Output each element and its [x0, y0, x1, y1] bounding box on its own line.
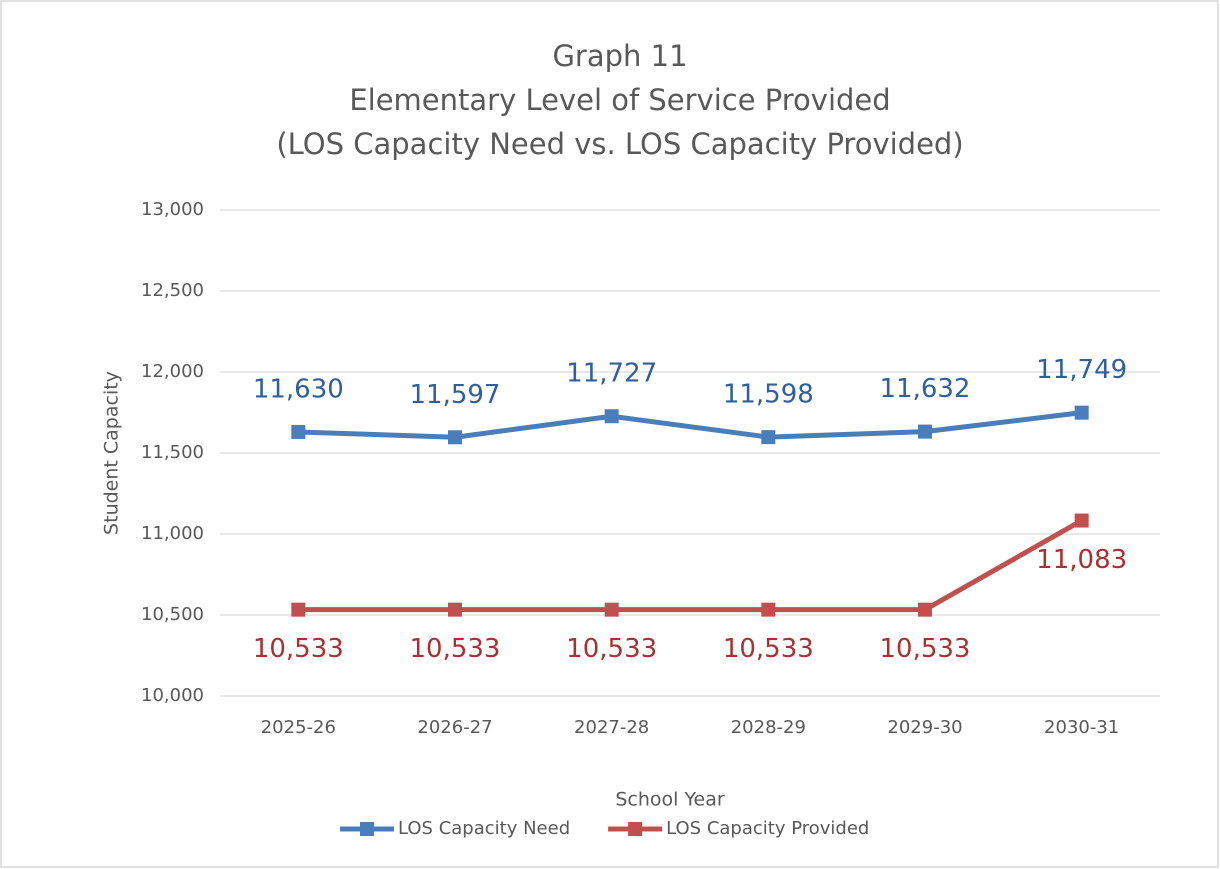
data-label: 11,597	[410, 380, 501, 410]
legend-label: LOS Capacity Need	[398, 818, 570, 839]
legend-marker	[360, 822, 374, 836]
point-marker	[604, 409, 619, 424]
x-tick-label: 2027-28	[574, 717, 649, 738]
data-label: 10,533	[880, 634, 971, 664]
y-tick-label: 12,500	[141, 280, 204, 301]
point-marker	[604, 602, 619, 617]
legend-marker	[628, 822, 643, 836]
x-tick-label: 2028-29	[731, 717, 806, 738]
x-axis-label: School Year	[615, 789, 725, 811]
x-tick-label: 2030-31	[1044, 717, 1119, 738]
point-marker	[1074, 513, 1089, 528]
x-tick-label: 2025-26	[261, 717, 336, 738]
point-marker	[448, 602, 462, 617]
chart-title: (LOS Capacity Need vs. LOS Capacity Prov…	[276, 127, 963, 161]
point-marker	[291, 602, 306, 617]
data-label: 11,083	[1036, 545, 1127, 575]
series-line	[298, 518, 1083, 613]
legend-label: LOS Capacity Provided	[666, 818, 869, 839]
point-marker	[761, 430, 776, 445]
chart-title: Elementary Level of Service Provided	[349, 83, 890, 117]
point-marker	[1074, 405, 1089, 420]
series-line	[298, 410, 1082, 440]
y-axis-label: Student Capacity	[101, 371, 123, 535]
chart-title: Graph 11	[552, 39, 687, 73]
point-marker	[918, 602, 932, 617]
y-tick-label: 10,000	[141, 685, 204, 706]
data-label: 11,632	[880, 374, 971, 404]
y-tick-label: 11,000	[141, 523, 204, 544]
x-tick-label: 2026-27	[417, 717, 492, 738]
point-marker	[448, 430, 462, 445]
data-label: 11,630	[253, 374, 344, 404]
point-marker	[918, 424, 932, 439]
y-tick-label: 10,500	[141, 604, 204, 625]
data-label: 10,533	[253, 634, 344, 664]
data-label: 11,749	[1036, 355, 1127, 385]
point-marker	[291, 424, 306, 439]
y-tick-label: 13,000	[141, 199, 204, 220]
data-label: 10,533	[566, 634, 657, 664]
point-marker	[761, 602, 776, 617]
data-label: 11,727	[566, 359, 657, 389]
x-tick-label: 2029-30	[887, 717, 962, 738]
data-label: 10,533	[410, 634, 501, 664]
y-tick-label: 11,500	[141, 442, 204, 463]
y-tick-label: 12,000	[141, 361, 204, 382]
data-label: 10,533	[723, 634, 814, 664]
data-label: 11,598	[723, 380, 814, 410]
